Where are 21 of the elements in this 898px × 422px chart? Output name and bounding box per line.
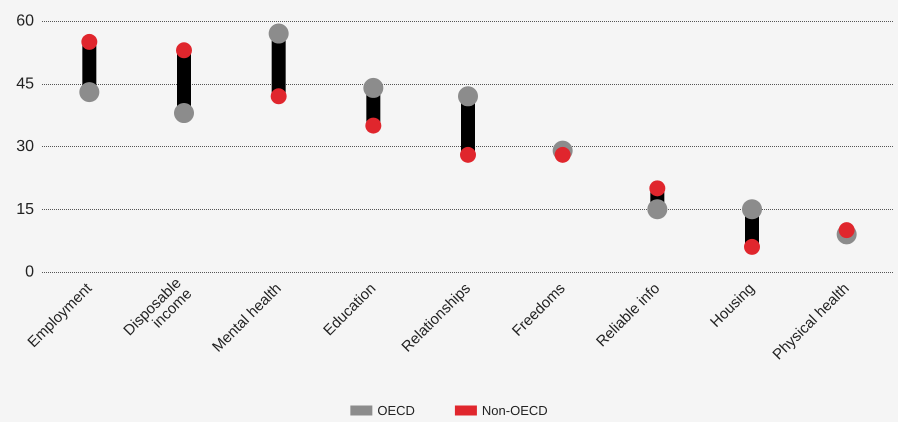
point: [458, 86, 478, 106]
point: [363, 78, 384, 98]
point: [460, 146, 476, 163]
point: [365, 118, 382, 134]
legend-label: OECD: [377, 403, 415, 418]
point: [649, 180, 666, 196]
y-tick-label: 15: [16, 200, 34, 218]
y-tick-label: 30: [16, 138, 34, 155]
point: [81, 34, 98, 50]
point: [744, 238, 760, 255]
legend-label: Non-OECD: [482, 403, 548, 418]
y-tick-label: 60: [16, 12, 34, 30]
point: [79, 82, 100, 102]
y-tick-label: 45: [16, 75, 34, 92]
point: [270, 88, 287, 104]
point: [268, 24, 289, 44]
point: [176, 42, 192, 58]
y-tick-label: 0: [25, 264, 34, 280]
point: [647, 199, 668, 220]
point: [742, 199, 762, 220]
point: [174, 103, 194, 124]
